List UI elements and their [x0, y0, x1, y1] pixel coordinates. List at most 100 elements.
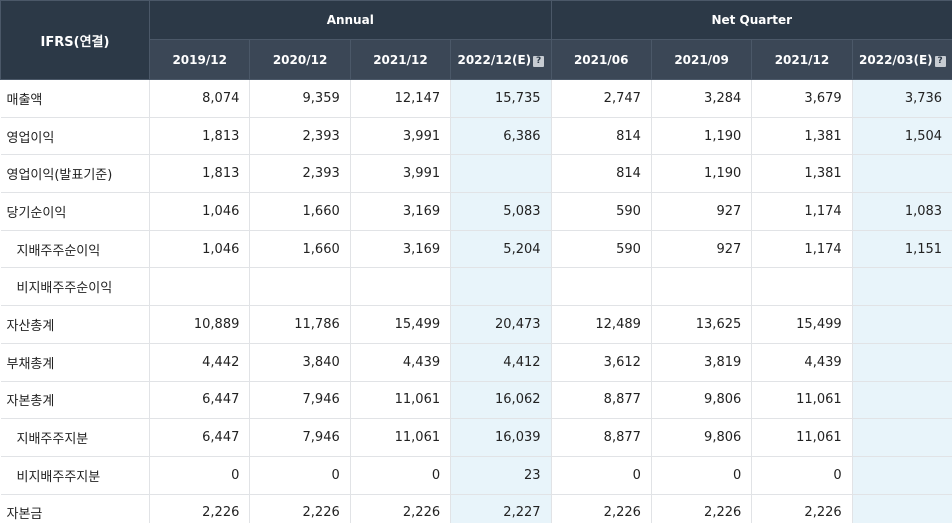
- table-body: 매출액 8,074 9,359 12,147 15,735 2,747 3,284 3,679…: [0, 79, 952, 523]
- value-cell: 2,393: [249, 154, 351, 194]
- value-cell: 0: [551, 456, 652, 495]
- value-cell: 12,147: [350, 79, 452, 118]
- table-row: 영업이익(발표기준) 1,813 2,393 3,991 814 1,190 1,381: [0, 154, 952, 194]
- value-cell: 814: [551, 154, 652, 194]
- row-label: 당기순이익: [0, 192, 150, 231]
- value-cell: 15,499: [751, 305, 853, 344]
- value-cell: [249, 267, 351, 307]
- value-cell: 1,381: [751, 117, 853, 156]
- estimate-help-icon[interactable]: ?: [533, 55, 545, 67]
- header-corner: IFRS(연결): [0, 0, 150, 80]
- period-header: 2021/09: [650, 39, 753, 80]
- table-row: 영업이익 1,813 2,393 3,991 6,386 814 1,190 1,381 1,5…: [0, 117, 952, 156]
- row-label: 비지배주주순이익: [0, 267, 150, 307]
- value-cell: 8,877: [551, 381, 652, 420]
- table-row: 지배주주지분 6,447 7,946 11,061 16,039 8,877 9,806 11…: [0, 418, 952, 457]
- value-cell: [450, 267, 552, 307]
- row-label: 자산총계: [0, 305, 150, 344]
- value-cell: [651, 267, 753, 307]
- value-cell: 1,190: [651, 154, 753, 194]
- value-cell: 3,169: [350, 192, 452, 231]
- value-cell: 1,660: [249, 230, 351, 269]
- table-row: 당기순이익 1,046 1,660 3,169 5,083 590 927 1,174 1,08…: [0, 192, 952, 231]
- value-cell: 2,393: [249, 117, 351, 156]
- period-header: 2019/12: [148, 39, 251, 80]
- period-label: 2022/12(E): [457, 52, 532, 67]
- period-header: 2020/12: [249, 39, 351, 80]
- period-header: 2021/12: [349, 39, 452, 80]
- value-cell: 0: [149, 456, 251, 495]
- value-cell: 927: [651, 230, 753, 269]
- value-cell: 8,877: [551, 418, 652, 457]
- value-cell: 11,061: [350, 381, 452, 420]
- value-cell: 3,991: [350, 154, 452, 194]
- period-label: 2021/09: [674, 52, 729, 67]
- value-cell: 0: [651, 456, 753, 495]
- table-row: 지배주주순이익 1,046 1,660 3,169 5,204 590 927 1,174 1,…: [0, 230, 952, 269]
- value-cell: 1,381: [751, 154, 853, 194]
- value-cell: 7,946: [249, 381, 351, 420]
- row-label: 지배주주지분: [0, 418, 150, 457]
- value-cell: 11,061: [751, 381, 853, 420]
- value-cell: 3,612: [551, 343, 652, 382]
- value-cell: 590: [551, 230, 652, 269]
- value-cell: 23: [450, 456, 552, 495]
- value-cell: 4,439: [751, 343, 853, 382]
- value-cell: 1,813: [149, 154, 251, 194]
- value-cell: 0: [751, 456, 853, 495]
- value-cell: 2,747: [551, 79, 652, 118]
- value-cell: 3,284: [651, 79, 753, 118]
- value-cell: [149, 267, 251, 307]
- value-cell: 7,946: [249, 418, 351, 457]
- value-cell: 2,226: [651, 494, 753, 523]
- value-cell: 0: [350, 456, 452, 495]
- value-cell: 3,679: [751, 79, 853, 118]
- table-row: 자본금 2,226 2,226 2,226 2,227 2,226 2,226 2,226: [0, 494, 952, 523]
- row-label: 부채총계: [0, 343, 150, 382]
- row-label: 영업이익(발표기준): [0, 154, 150, 194]
- value-cell: 11,786: [249, 305, 351, 344]
- period-label: 2021/12: [373, 52, 428, 67]
- value-cell: 11,061: [751, 418, 853, 457]
- value-cell: [751, 267, 853, 307]
- row-label: 비지배주주지분: [0, 456, 150, 495]
- value-cell: 1,151: [852, 230, 952, 269]
- value-cell: 9,806: [651, 418, 753, 457]
- value-cell: 2,226: [751, 494, 853, 523]
- value-cell: 6,386: [450, 117, 552, 156]
- value-cell: 3,736: [852, 79, 952, 118]
- value-cell: 11,061: [350, 418, 452, 457]
- period-header: 2021/12: [751, 39, 853, 80]
- value-cell: [852, 267, 952, 307]
- header-group-annual: Annual: [149, 0, 552, 40]
- period-label: 2019/12: [172, 52, 227, 67]
- value-cell: 15,499: [350, 305, 452, 344]
- value-cell: 2,227: [450, 494, 552, 523]
- value-cell: 8,074: [149, 79, 251, 118]
- table-row: 매출액 8,074 9,359 12,147 15,735 2,747 3,284 3,679…: [0, 79, 952, 118]
- value-cell: 3,991: [350, 117, 452, 156]
- estimate-help-icon[interactable]: ?: [934, 55, 946, 67]
- value-cell: [852, 381, 952, 420]
- period-header: 2022/12(E)?: [450, 39, 552, 80]
- value-cell: 5,083: [450, 192, 552, 231]
- period-label: 2021/06: [573, 52, 629, 67]
- row-label: 매출액: [0, 79, 150, 118]
- value-cell: 927: [651, 192, 753, 231]
- header-group-net-quarter: Net Quarter: [550, 0, 952, 40]
- value-cell: 1,813: [149, 117, 251, 156]
- value-cell: 2,226: [149, 494, 251, 523]
- value-cell: [350, 267, 452, 307]
- value-cell: 6,447: [149, 418, 251, 457]
- value-cell: 3,169: [350, 230, 452, 269]
- row-label: 영업이익: [0, 117, 150, 156]
- value-cell: 1,046: [149, 230, 251, 269]
- value-cell: 12,489: [551, 305, 652, 344]
- value-cell: 4,439: [350, 343, 452, 382]
- value-cell: [852, 456, 952, 495]
- value-cell: 2,226: [350, 494, 452, 523]
- period-label: 2020/12: [272, 52, 328, 67]
- table-row: 부채총계 4,442 3,840 4,439 4,412 3,612 3,819 4,439: [0, 343, 952, 382]
- value-cell: [852, 494, 952, 523]
